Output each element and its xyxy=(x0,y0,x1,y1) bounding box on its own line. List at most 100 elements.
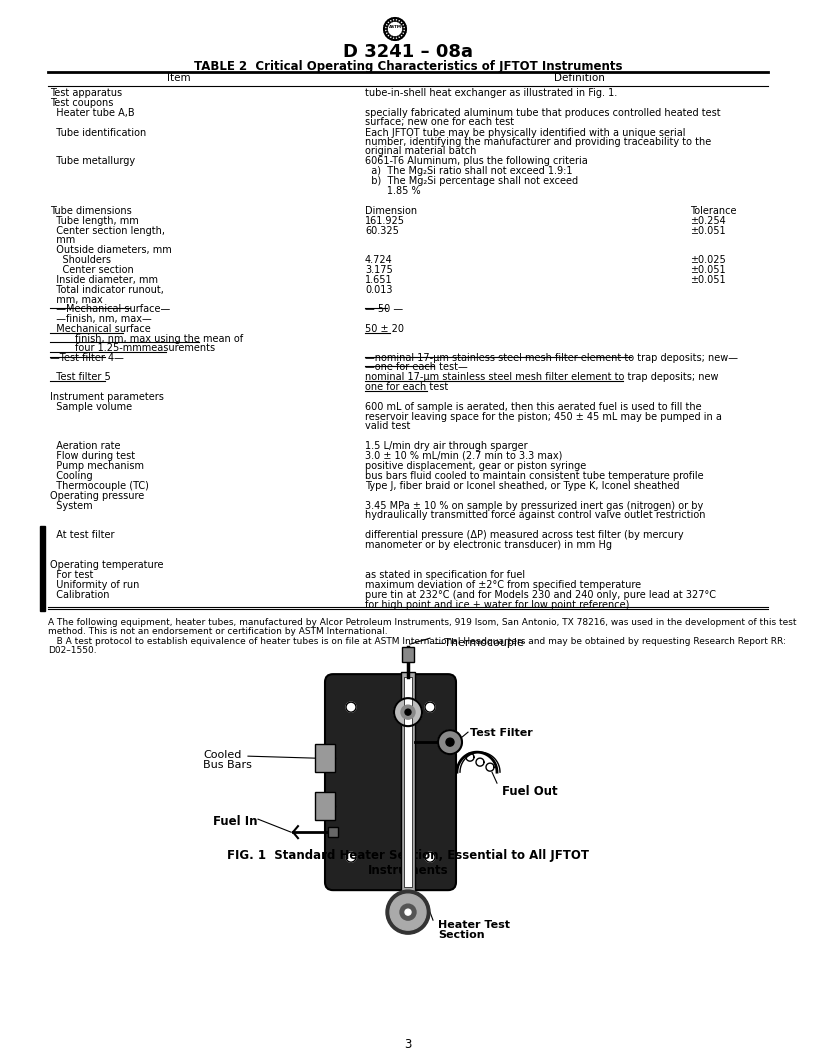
Text: 50 ± 20: 50 ± 20 xyxy=(365,324,404,334)
Text: Tube metallurgy: Tube metallurgy xyxy=(50,156,135,167)
Text: mm: mm xyxy=(50,235,75,245)
Text: number, identifying the manufacturer and providing traceability to the: number, identifying the manufacturer and… xyxy=(365,137,712,147)
Text: ±0.051: ±0.051 xyxy=(690,275,725,285)
FancyBboxPatch shape xyxy=(325,674,456,890)
Text: Tube length, mm: Tube length, mm xyxy=(50,215,139,226)
Text: —nominal 17-μm stainless steel mesh filter element to trap deposits; new—: —nominal 17-μm stainless steel mesh filt… xyxy=(365,353,738,363)
Text: Thermocouple (TC): Thermocouple (TC) xyxy=(50,480,149,491)
Text: manometer or by electronic transducer) in mm Hg: manometer or by electronic transducer) i… xyxy=(365,540,612,550)
Text: At test filter: At test filter xyxy=(50,530,114,541)
Text: Bus Bars: Bus Bars xyxy=(203,760,252,770)
Text: as stated in specification for fuel: as stated in specification for fuel xyxy=(365,570,526,580)
Text: System: System xyxy=(50,501,93,511)
Text: D 3241 – 08a: D 3241 – 08a xyxy=(343,43,473,61)
Circle shape xyxy=(438,730,462,754)
Text: Tube identification: Tube identification xyxy=(50,128,146,137)
Text: reservoir leaving space for the piston; 450 ± 45 mL may be pumped in a: reservoir leaving space for the piston; … xyxy=(365,412,722,421)
Text: ±0.051: ±0.051 xyxy=(690,226,725,235)
Text: Test filter 5: Test filter 5 xyxy=(50,373,111,382)
Text: Test apparatus: Test apparatus xyxy=(50,88,122,98)
Text: 3.175: 3.175 xyxy=(365,265,392,275)
Text: Sample volume: Sample volume xyxy=(50,402,132,412)
Text: a)  The Mg₂Si ratio shall not exceed 1.9:1: a) The Mg₂Si ratio shall not exceed 1.9:… xyxy=(365,166,573,176)
Text: tube-in-shell heat exchanger as illustrated in Fig. 1.: tube-in-shell heat exchanger as illustra… xyxy=(365,88,617,98)
Text: maximum deviation of ±2°C from specified temperature: maximum deviation of ±2°C from specified… xyxy=(365,580,641,590)
Text: 3.45 MPa ± 10 % on sample by pressurized inert gas (nitrogen) or by: 3.45 MPa ± 10 % on sample by pressurized… xyxy=(365,501,703,511)
Circle shape xyxy=(346,702,356,712)
Text: FIG. 1  Standard Heater Section, Essential to All JFTOT
Instruments: FIG. 1 Standard Heater Section, Essentia… xyxy=(227,849,589,878)
Circle shape xyxy=(394,698,422,727)
Text: Operating pressure: Operating pressure xyxy=(50,491,144,501)
Text: Aeration rate: Aeration rate xyxy=(50,441,121,451)
Text: 0.013: 0.013 xyxy=(365,285,392,295)
Text: method. This is not an endorsement or certification by ASTM International.: method. This is not an endorsement or ce… xyxy=(48,626,388,636)
Text: 6061-T6 Aluminum, plus the following criteria: 6061-T6 Aluminum, plus the following cri… xyxy=(365,156,588,167)
Text: TABLE 2  Critical Operating Characteristics of JFTOT Instruments: TABLE 2 Critical Operating Characteristi… xyxy=(193,60,623,73)
Circle shape xyxy=(400,904,416,920)
Text: for high point and ice + water for low point reference): for high point and ice + water for low p… xyxy=(365,600,629,609)
Text: Outside diameters, mm: Outside diameters, mm xyxy=(50,245,171,254)
Text: Center section length,: Center section length, xyxy=(50,226,165,235)
Text: Heater Test: Heater Test xyxy=(438,920,510,930)
Text: Definition: Definition xyxy=(553,73,605,83)
Text: —Thermocouple: —Thermocouple xyxy=(433,638,524,648)
Text: Center section: Center section xyxy=(50,265,134,275)
Circle shape xyxy=(446,738,454,747)
Text: 4.724: 4.724 xyxy=(365,254,392,265)
Circle shape xyxy=(425,852,435,862)
Text: Fuel In: Fuel In xyxy=(213,815,258,828)
Text: nominal 17-μm stainless steel mesh filter element to trap deposits; new: nominal 17-μm stainless steel mesh filte… xyxy=(365,373,719,382)
Text: Section: Section xyxy=(438,930,485,940)
Text: one for each test: one for each test xyxy=(365,382,448,392)
Bar xyxy=(315,744,335,772)
Text: b)  The Mg₂Si percentage shall not exceed: b) The Mg₂Si percentage shall not exceed xyxy=(365,175,578,186)
Text: Shoulders: Shoulders xyxy=(50,254,111,265)
Bar xyxy=(40,526,45,611)
Text: Cooling: Cooling xyxy=(50,471,93,480)
Text: differential pressure (ΔP) measured across test filter (by mercury: differential pressure (ΔP) measured acro… xyxy=(365,530,684,541)
Text: 3.0 ± 10 % mL/min (2.7 min to 3.3 max): 3.0 ± 10 % mL/min (2.7 min to 3.3 max) xyxy=(365,451,562,461)
Text: hydraulically transmitted force against control valve outlet restriction: hydraulically transmitted force against … xyxy=(365,510,706,521)
Text: mm, max: mm, max xyxy=(50,295,103,304)
Text: Inside diameter, mm: Inside diameter, mm xyxy=(50,275,158,285)
Circle shape xyxy=(405,710,411,715)
Text: specially fabricated aluminum tube that produces controlled heated test: specially fabricated aluminum tube that … xyxy=(365,108,721,118)
Text: D02–1550.: D02–1550. xyxy=(48,645,96,655)
Bar xyxy=(402,647,414,662)
Circle shape xyxy=(386,890,430,935)
Text: B A test protocol to establish equivalence of heater tubes is on file at ASTM In: B A test protocol to establish equivalen… xyxy=(48,637,786,646)
Text: 1.651: 1.651 xyxy=(365,275,392,285)
Text: 3: 3 xyxy=(404,1038,412,1051)
Text: 161.925: 161.925 xyxy=(365,215,405,226)
Text: Instrument parameters: Instrument parameters xyxy=(50,392,164,402)
Text: Tube dimensions: Tube dimensions xyxy=(50,206,131,215)
Text: Pump mechanism: Pump mechanism xyxy=(50,461,144,471)
Text: Operating temperature: Operating temperature xyxy=(50,560,163,570)
Text: Test Filter: Test Filter xyxy=(470,729,533,738)
Text: ±0.051: ±0.051 xyxy=(690,265,725,275)
Text: Heater tube A,B: Heater tube A,B xyxy=(50,108,135,118)
Text: Fuel Out: Fuel Out xyxy=(502,786,557,798)
Text: Mechanical surface: Mechanical surface xyxy=(50,324,151,334)
Text: For test: For test xyxy=(50,570,93,580)
Text: 60.325: 60.325 xyxy=(365,226,399,235)
Bar xyxy=(404,677,412,887)
Text: pure tin at 232°C (and for Models 230 and 240 only, pure lead at 327°C: pure tin at 232°C (and for Models 230 an… xyxy=(365,590,716,600)
Text: Each JFTOT tube may be physically identified with a unique serial: Each JFTOT tube may be physically identi… xyxy=(365,128,685,137)
Circle shape xyxy=(346,852,356,862)
Text: —Test filter 4—: —Test filter 4— xyxy=(50,353,124,363)
Text: Tolerance: Tolerance xyxy=(690,206,737,215)
Text: Calibration: Calibration xyxy=(50,590,109,600)
Bar xyxy=(315,792,335,821)
Text: —Mechanical surface—: —Mechanical surface— xyxy=(50,304,171,315)
Text: 1.5 L/min dry air through sparger: 1.5 L/min dry air through sparger xyxy=(365,441,528,451)
Bar xyxy=(328,827,338,837)
Text: Dimension: Dimension xyxy=(365,206,417,215)
Text: Cooled: Cooled xyxy=(203,750,242,760)
Circle shape xyxy=(425,702,435,712)
Text: Total indicator runout,: Total indicator runout, xyxy=(50,285,164,295)
Text: Flow during test: Flow during test xyxy=(50,451,135,461)
Text: ±0.025: ±0.025 xyxy=(690,254,725,265)
Text: positive displacement, gear or piston syringe: positive displacement, gear or piston sy… xyxy=(365,461,586,471)
Text: valid test: valid test xyxy=(365,421,410,431)
